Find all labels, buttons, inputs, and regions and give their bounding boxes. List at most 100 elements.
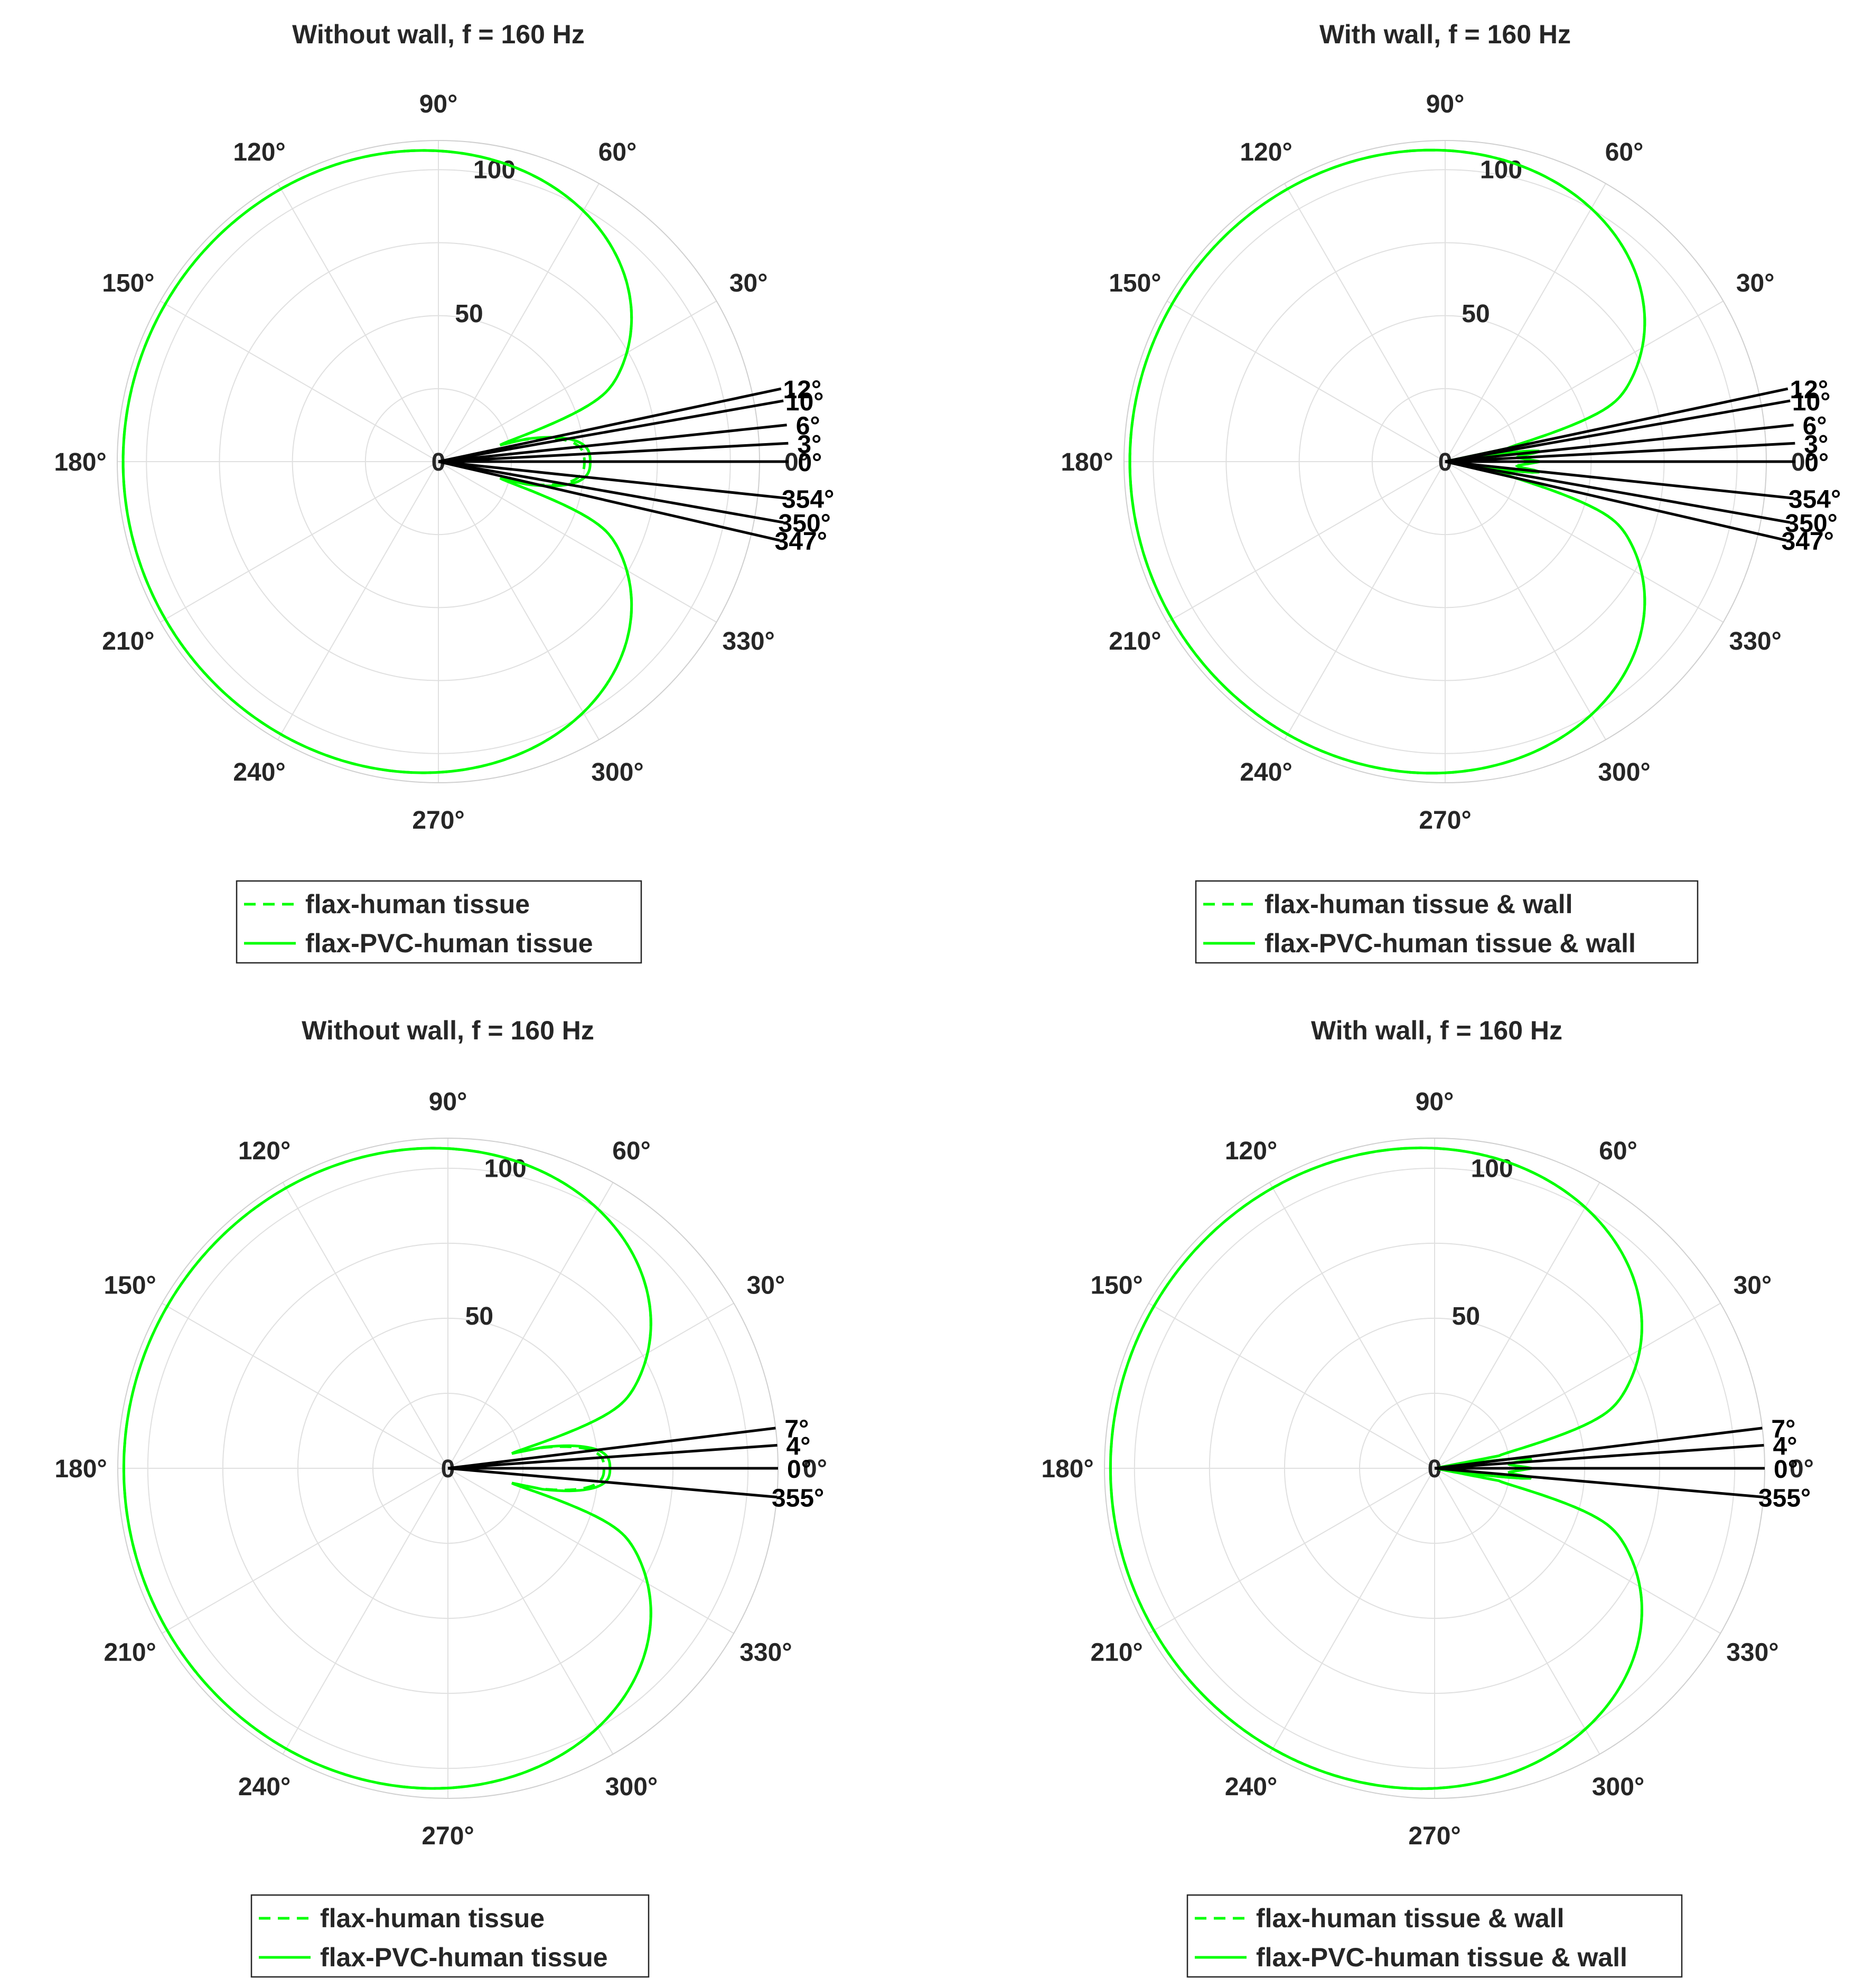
direction-label: 347° <box>1782 528 1834 556</box>
legend-box <box>250 1894 650 1978</box>
legend: flax-human tissue flax-PVC-human tissue <box>250 1894 650 1978</box>
angle-tick-label: 270° <box>1419 807 1471 834</box>
angle-tick-label: 30° <box>1734 1272 1772 1300</box>
angle-tick-label: 150° <box>1109 269 1161 297</box>
direction-line <box>1445 442 1795 463</box>
direction-line <box>1434 1443 1764 1470</box>
grid-spoke <box>1269 1182 1435 1469</box>
direction-label: 355° <box>1758 1484 1811 1512</box>
angle-tick-label: 330° <box>739 1639 792 1667</box>
angle-tick-label: 60° <box>1599 1137 1637 1165</box>
legend-label: flax-PVC-human tissue & wall <box>1265 929 1636 958</box>
angle-tick-label: 330° <box>1729 627 1782 655</box>
grid-spoke <box>1166 461 1446 623</box>
direction-line <box>447 1427 776 1470</box>
chart-title: Without wall, f = 160 Hz <box>292 20 585 49</box>
legend-label: flax-human tissue <box>305 889 530 919</box>
grid-spoke <box>1284 461 1446 740</box>
direction-label: 3° <box>797 430 821 458</box>
grid-spoke <box>162 1468 448 1634</box>
direction-label: 4° <box>1773 1432 1797 1460</box>
direction-line <box>438 460 780 542</box>
polar-chart-top-right: With wall, f = 160 Hz 0° 30° 60° 90° 120° 150… <box>1061 20 1841 964</box>
chart-title: With wall, f = 160 Hz <box>1319 20 1571 49</box>
grid-spoke <box>447 1468 614 1755</box>
direction-label: 6° <box>796 412 820 440</box>
direction-line <box>1445 460 1791 524</box>
direction-label: 7° <box>784 1415 809 1443</box>
legend-box <box>236 880 642 964</box>
angle-tick-label: 150° <box>104 1272 156 1300</box>
direction-line <box>1434 1467 1764 1498</box>
direction-label: 0° <box>798 449 822 477</box>
grid-spoke <box>1434 1468 1721 1634</box>
radial-tick-label: 50 <box>465 1302 493 1330</box>
direction-line <box>447 1467 777 1498</box>
direction-line <box>1434 1427 1763 1470</box>
direction-label: 7° <box>1771 1415 1795 1443</box>
direction-label: 350° <box>779 510 831 538</box>
grid-spoke <box>438 461 717 623</box>
grid-spoke <box>282 1468 448 1755</box>
grid-spoke <box>1269 1468 1435 1755</box>
grid-spoke <box>160 301 439 462</box>
direction-label: 354° <box>782 485 834 513</box>
radial-tick-label: 100 <box>1480 156 1522 184</box>
angle-tick-label: 150° <box>1090 1272 1142 1300</box>
grid-spoke <box>438 183 600 462</box>
grid-spoke <box>1445 301 1724 462</box>
grid-spoke <box>277 461 439 740</box>
direction-label: 10° <box>785 388 824 416</box>
angle-tick-label: 300° <box>605 1773 658 1801</box>
angle-tick-label: 60° <box>612 1137 651 1165</box>
angle-tick-label: 270° <box>422 1822 474 1850</box>
angle-tick-label: 90° <box>429 1088 467 1116</box>
angle-tick-label: 270° <box>412 807 464 834</box>
grid-spoke <box>160 461 439 623</box>
angle-tick-label: 240° <box>1240 758 1292 786</box>
legend: flax-human tissue flax-PVC-human tissue <box>236 880 642 964</box>
angle-tick-label: 0° <box>803 1455 827 1483</box>
direction-label: 12° <box>1790 376 1828 404</box>
grid-spoke <box>277 183 439 462</box>
polar-chart-bottom-left: Without wall, f = 160 Hz 0° 30° 60° 90° 120°… <box>54 1016 827 1978</box>
legend-label: flax-PVC-human tissue <box>305 929 593 958</box>
angle-tick-label: 120° <box>238 1137 291 1165</box>
angle-tick-label: 180° <box>54 448 106 476</box>
legend: flax-human tissue & wall flax-PVC-human … <box>1186 1894 1683 1978</box>
direction-label: 0° <box>1804 449 1829 477</box>
angle-tick-label: 60° <box>1605 138 1644 166</box>
direction-line <box>1445 387 1788 463</box>
angle-tick-label: 240° <box>233 758 285 786</box>
angle-tick-label: 30° <box>729 269 768 297</box>
angle-tick-label: 300° <box>1592 1773 1644 1801</box>
legend-label: flax-human tissue & wall <box>1256 1903 1564 1933</box>
direction-label: 10° <box>1792 388 1831 416</box>
angle-tick-label: 240° <box>238 1773 291 1801</box>
angle-tick-label: 60° <box>598 138 637 166</box>
legend-label: flax-PVC-human tissue <box>320 1943 608 1972</box>
angle-tick-label: 330° <box>1726 1639 1778 1667</box>
grid-spoke <box>447 1182 614 1469</box>
grid-spoke <box>438 301 717 462</box>
polar-chart-top-left: Without wall, f = 160 Hz 0° 30° 60° 90° 120°… <box>54 20 834 964</box>
angle-tick-label: 300° <box>591 758 643 786</box>
radial-tick-label: 50 <box>1452 1302 1480 1330</box>
direction-label: 4° <box>786 1432 811 1460</box>
direction-line <box>438 442 789 463</box>
direction-label: 6° <box>1803 412 1827 440</box>
angle-tick-label: 180° <box>1041 1455 1093 1483</box>
direction-label: 0° <box>787 1456 811 1484</box>
polar-chart-bottom-right: With wall, f = 160 Hz 0° 30° 60° 90° 120° 150… <box>1041 1016 1814 1978</box>
angle-tick-label: 30° <box>1736 269 1775 297</box>
angle-tick-label: 210° <box>102 627 154 655</box>
angle-tick-label: 180° <box>1061 448 1113 476</box>
angle-tick-label: 210° <box>1090 1639 1142 1667</box>
legend-box <box>1186 1894 1683 1978</box>
angle-tick-label: 330° <box>723 627 775 655</box>
angle-tick-label: 210° <box>1109 627 1161 655</box>
grid-spoke <box>1166 301 1446 462</box>
angle-tick-label: 90° <box>1416 1088 1454 1116</box>
direction-line <box>1445 424 1794 463</box>
